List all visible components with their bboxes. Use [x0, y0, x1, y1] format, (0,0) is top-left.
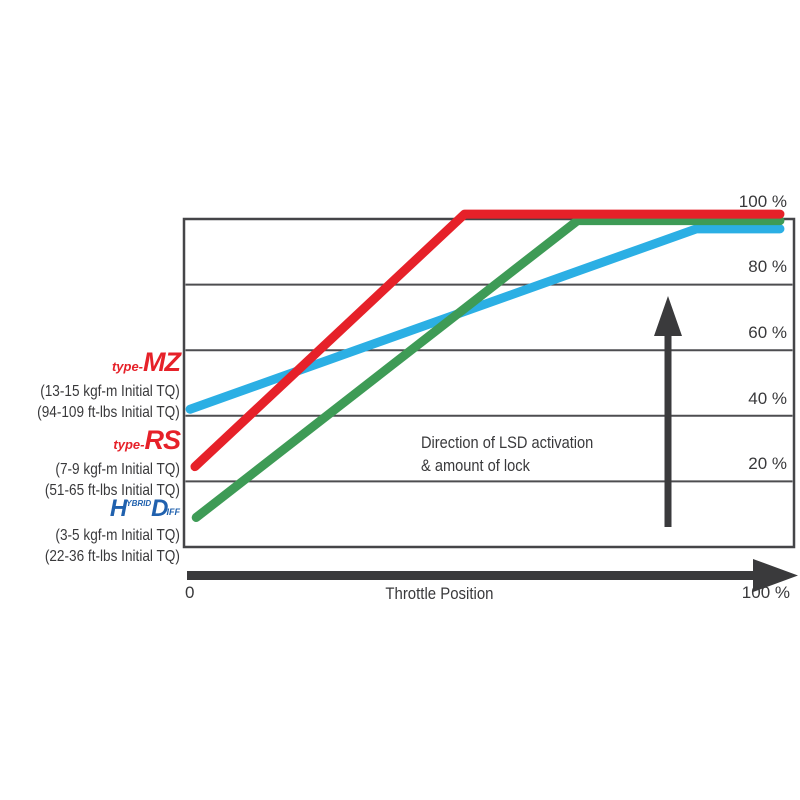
- type-mz-logo-name: MZ: [143, 347, 181, 377]
- hd-logo-d: D: [151, 495, 168, 522]
- type-rs-logo-name: RS: [144, 425, 181, 455]
- direction-up-arrow-icon: [654, 296, 682, 527]
- hd-logo-h: H: [109, 495, 127, 522]
- hybrid-diff-torque-metric: (3-5 kgf-m Initial TQ): [55, 527, 181, 544]
- type-rs-torque-imperial: (51-65 ft-lbs Initial TQ): [44, 482, 180, 499]
- series-lines: [185, 209, 785, 522]
- type-mz-logo-prefix: type-: [111, 359, 144, 374]
- ytick-80: 80 %: [748, 257, 787, 276]
- hd-logo-top-text: YBRID: [126, 499, 152, 508]
- annotation-line-2: & amount of lock: [421, 456, 530, 475]
- x-axis-title-text: Throttle Position: [384, 584, 494, 603]
- hd-logo-suffix: IFF: [166, 507, 181, 517]
- series-line-type-RS: [190, 209, 785, 472]
- type-mz-torque-imperial: (94-109 ft-lbs Initial TQ): [37, 404, 180, 421]
- x-axis-title: Throttle Position: [339, 584, 539, 604]
- label-group-hybrid-diff: HYBRIDDIFF (3-5 kgf-m Initial TQ) (22-36…: [21, 491, 180, 567]
- series-line-HYBRID-DIFF: [191, 216, 785, 522]
- label-group-type-rs: type-RS (7-9 kgf-m Initial TQ) (51-65 ft…: [21, 425, 181, 501]
- ytick-100: 100 %: [738, 192, 787, 211]
- type-mz-torque-metric: (13-15 kgf-m Initial TQ): [40, 383, 181, 400]
- hybrid-diff-torque-imperial: (22-36 ft-lbs Initial TQ): [44, 548, 180, 565]
- plot-border: [182, 217, 796, 549]
- type-rs-torque-metric: (7-9 kgf-m Initial TQ): [55, 461, 181, 478]
- ytick-60: 60 %: [748, 323, 787, 342]
- x-axis-max-label: 100 %: [741, 583, 790, 602]
- ytick-40: 40 %: [748, 389, 787, 408]
- x-axis-arrow-icon: [187, 559, 798, 592]
- type-mz-logo: type-MZ: [12, 347, 181, 381]
- ytick-20: 20 %: [748, 454, 787, 473]
- series-line-type-MZ: [185, 224, 785, 414]
- annotation: Direction of LSD activation & amount of …: [421, 431, 621, 477]
- type-rs-logo: type-RS: [21, 425, 181, 459]
- x-axis-origin-label: 0: [185, 583, 195, 602]
- hybrid-diff-logo: HYBRIDDIFF: [21, 491, 180, 525]
- label-group-type-mz: type-MZ (13-15 kgf-m Initial TQ) (94-109…: [12, 347, 181, 423]
- type-rs-logo-prefix: type-: [113, 437, 145, 452]
- annotation-line-1: Direction of LSD activation: [421, 433, 594, 452]
